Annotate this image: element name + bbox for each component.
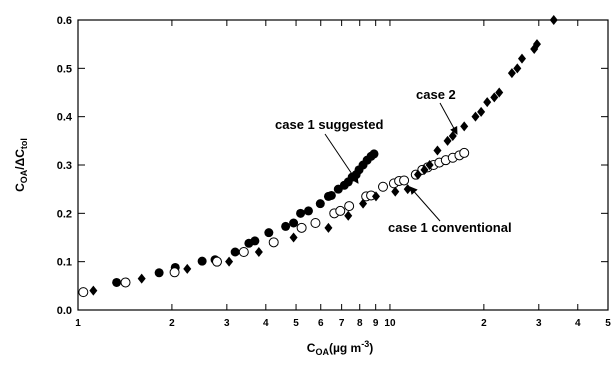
point [459,147,470,158]
point [420,164,429,175]
point [289,218,299,228]
point [483,97,492,108]
point [371,191,380,202]
point [344,210,353,221]
x-tick-label: 6 [318,318,324,329]
point [324,222,333,233]
y-tick-label: 0.4 [57,112,73,124]
point [250,236,260,246]
point [399,175,410,186]
x-tick-label: 4 [263,318,269,329]
x-tick-label: 4 [575,318,581,329]
point [471,111,480,122]
point [281,221,291,231]
point [225,256,234,267]
point [296,222,307,233]
annotation-arrow [439,102,458,135]
x-tick-label: 8 [357,318,363,329]
point [268,237,279,248]
point [120,277,131,288]
point [443,135,452,146]
point [460,121,469,132]
point [391,186,400,197]
plot-frame [77,19,609,311]
point [513,63,522,74]
point [403,184,412,195]
point [197,256,207,266]
point [154,268,164,278]
x-tick-label: 7 [339,318,345,329]
y-tick-label: 0.6 [57,15,72,27]
x-tick-label: 5 [293,318,299,329]
point [315,199,325,209]
point [507,68,516,79]
x-tick-label: 3 [224,318,230,329]
point [310,218,321,228]
x-tick-label: 5 [605,318,611,329]
y-tick-label: 0.3 [57,160,72,172]
point [78,287,89,298]
point [137,273,146,284]
point [378,181,389,192]
point [89,285,98,296]
y-axis-label: COA/ΔCtol [13,138,29,192]
point [448,131,457,141]
point [490,92,499,103]
point [212,256,223,267]
point [230,247,240,257]
annotation: case 1 conventional [388,220,512,235]
point [112,277,122,287]
point [433,145,442,156]
y-tick-label: 0.5 [57,63,72,75]
x-tick-label: 2 [169,318,175,329]
point [532,39,541,50]
point [369,149,379,159]
point [296,208,306,218]
point [425,160,434,170]
point [303,206,313,216]
y-tick-label: 0.1 [57,257,72,269]
point [359,198,368,209]
point [477,106,486,117]
point [495,87,504,98]
point [264,228,274,238]
point [326,190,336,200]
point [289,232,298,243]
y-tick-label: 0.2 [57,208,72,220]
x-tick-label: 3 [536,318,542,329]
annotation-arrow [409,186,441,222]
x-axis-label: COA(µg m-3) [307,339,373,357]
point [517,53,526,64]
x-tick-label: 10 [384,318,396,329]
point [169,267,180,278]
point [254,247,263,257]
point [183,263,192,274]
point [335,205,346,216]
point [344,201,355,212]
point [549,15,558,25]
annotation: case 1 suggested [275,117,383,132]
x-tick-label: 1 [75,318,81,329]
y-tick-label: 0.0 [57,305,72,317]
x-tick-label: 2 [481,318,487,329]
x-tick-label: 9 [373,318,379,329]
annotation: case 2 [416,87,456,102]
point [413,169,422,180]
point [238,247,249,257]
